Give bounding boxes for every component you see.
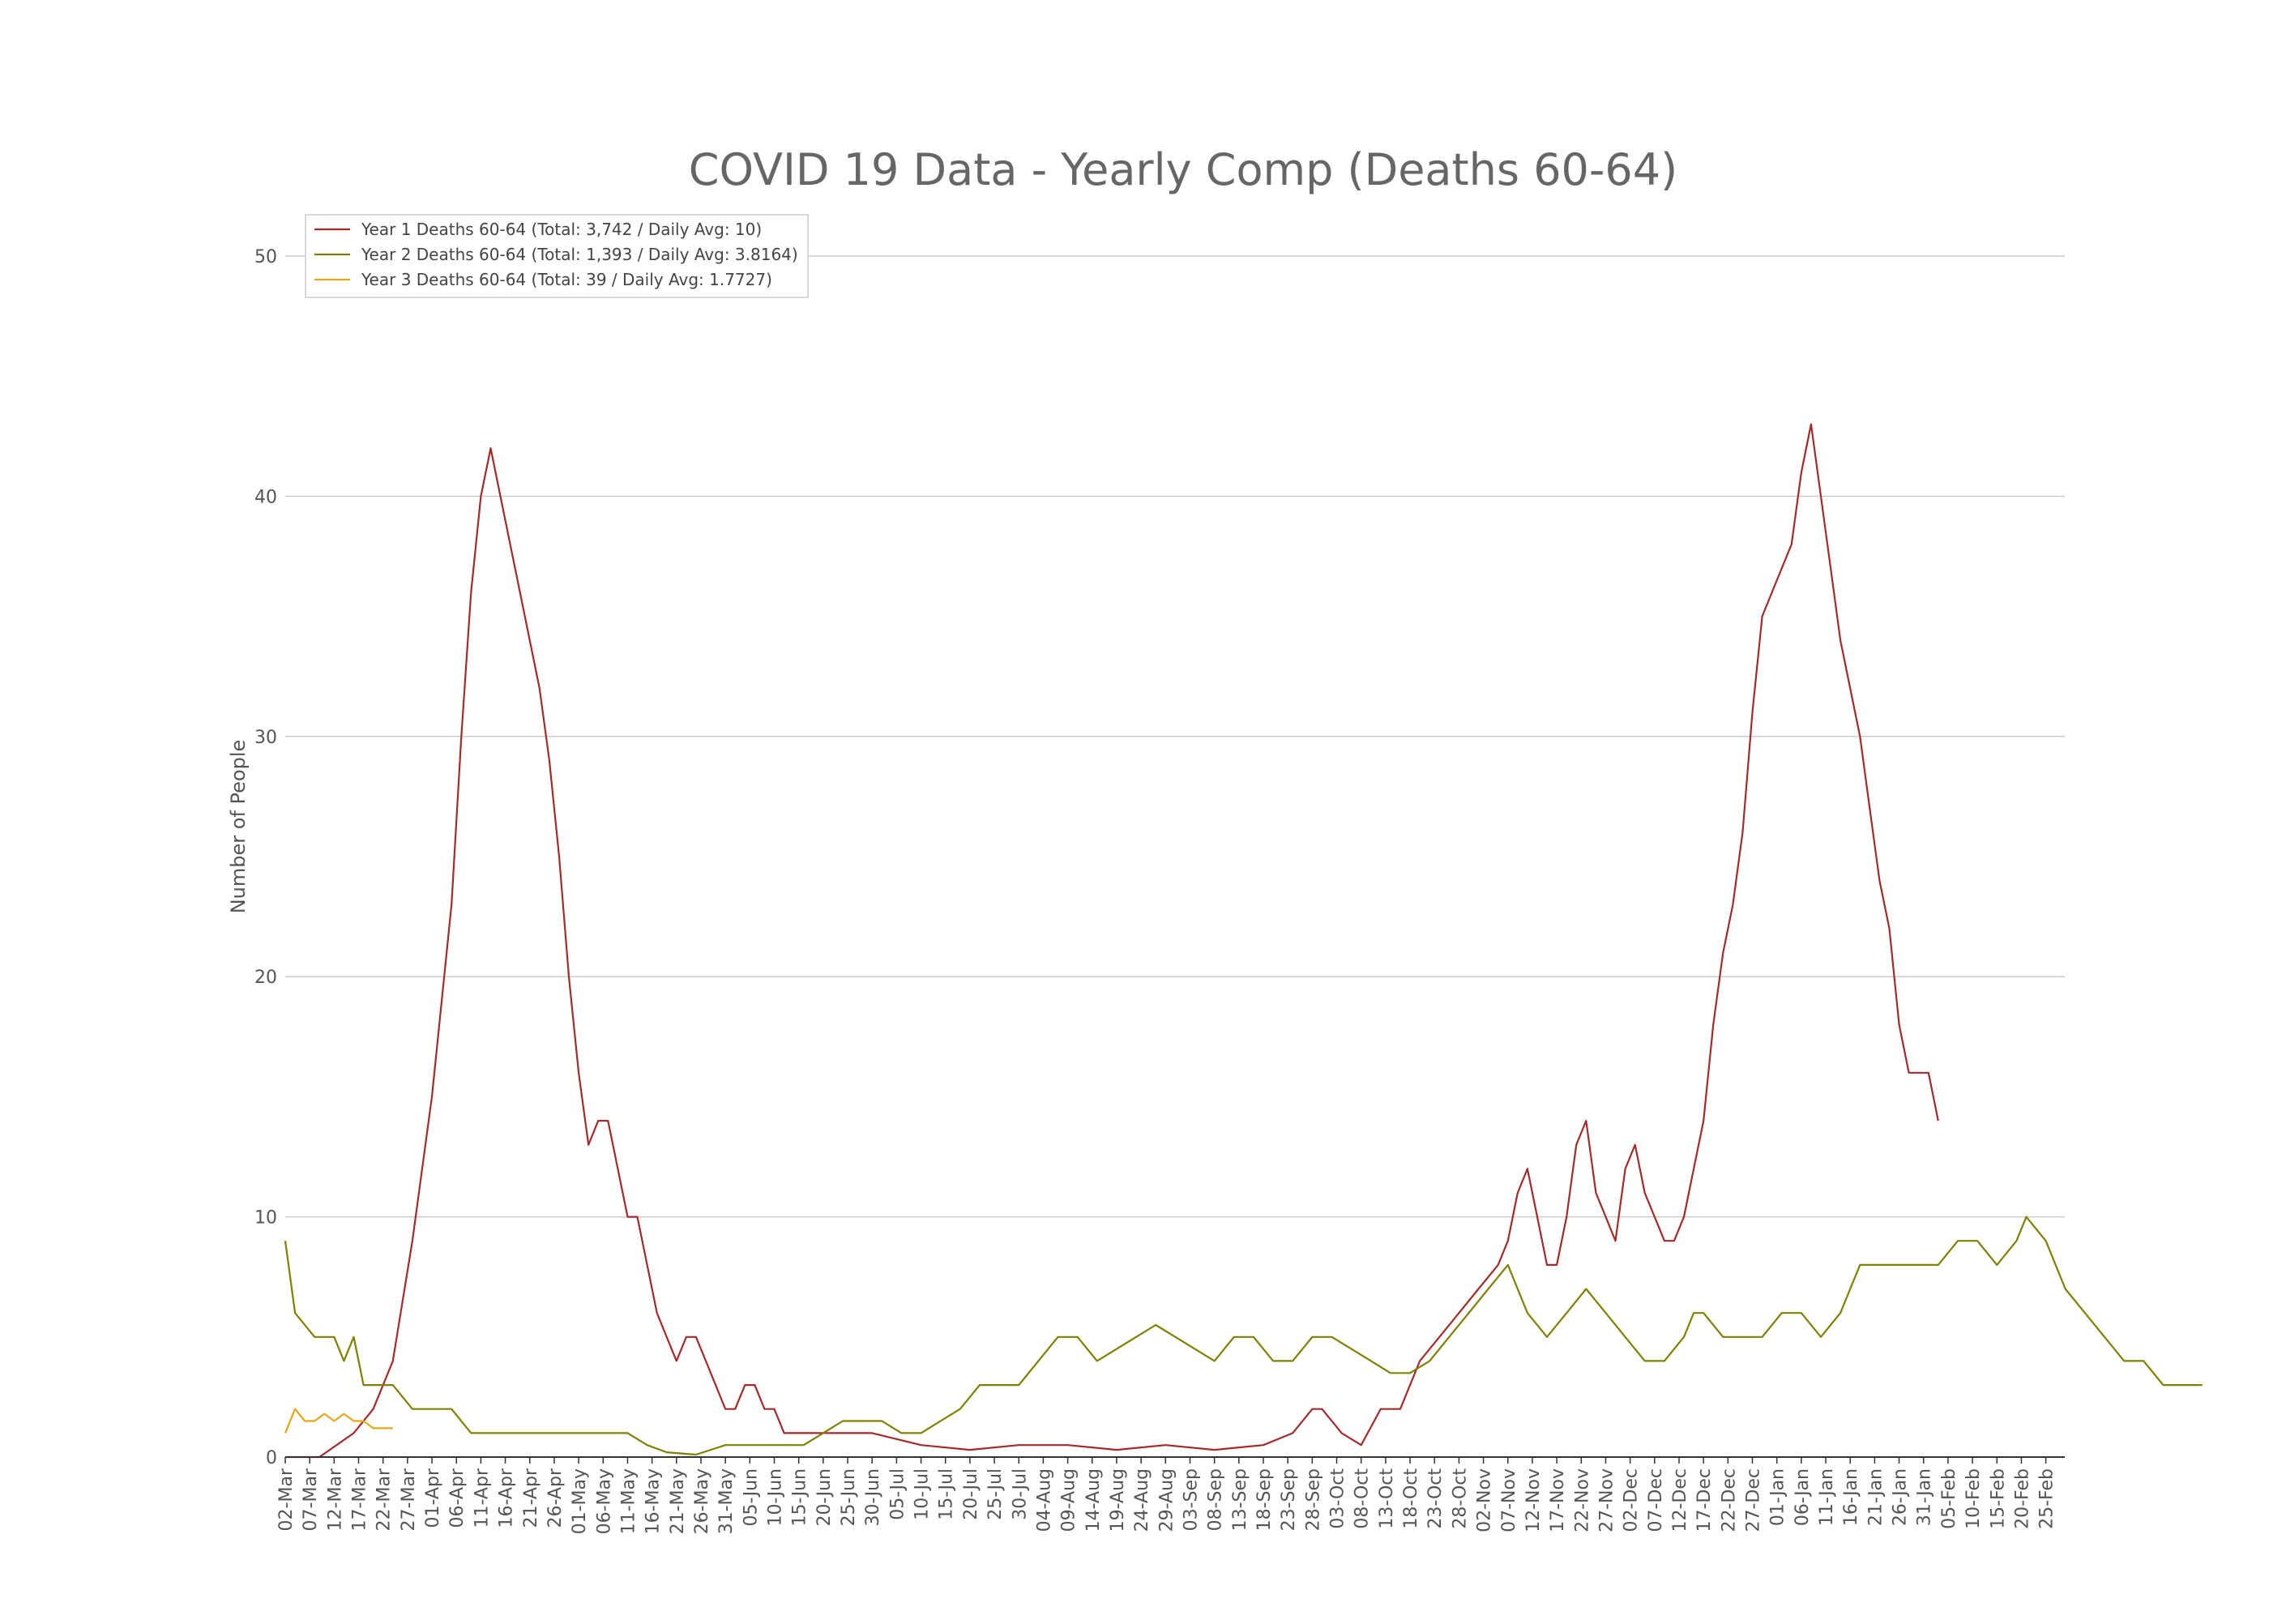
x-tick-label: 23-Sep xyxy=(1279,1468,1299,1531)
legend-entry: Year 3 Deaths 60-64 (Total: 39 / Daily A… xyxy=(361,270,772,289)
x-tick-label: 06-May xyxy=(594,1468,614,1534)
x-tick-label: 12-Dec xyxy=(1670,1468,1690,1532)
x-tick-label: 05-Feb xyxy=(1939,1468,1959,1529)
chart-title: COVID 19 Data - Yearly Comp (Deaths 60-6… xyxy=(689,144,1677,195)
legend: Year 1 Deaths 60-64 (Total: 3,742 / Dail… xyxy=(305,214,809,298)
x-tick-label: 01-May xyxy=(570,1468,590,1534)
x-tick-label: 05-Jun xyxy=(741,1468,761,1527)
x-tick-label: 27-Dec xyxy=(1744,1468,1764,1532)
x-tick-label: 21-Apr xyxy=(521,1468,541,1528)
legend-entry: Year 1 Deaths 60-64 (Total: 3,742 / Dail… xyxy=(361,220,762,239)
x-tick-label: 28-Oct xyxy=(1450,1468,1470,1529)
x-tick-label: 01-Jan xyxy=(1768,1468,1788,1526)
x-tick-label: 07-Nov xyxy=(1499,1468,1519,1532)
x-tick-label: 30-Jun xyxy=(863,1468,883,1527)
series-line-year-2 xyxy=(284,1216,2203,1456)
x-tick-label: 26-Jan xyxy=(1891,1468,1911,1526)
x-tick-label: 15-Jun xyxy=(790,1468,810,1527)
x-tick-label: 01-Apr xyxy=(423,1468,443,1528)
x-tick-label: 23-Oct xyxy=(1425,1468,1446,1529)
y-tick-label: 40 xyxy=(254,487,277,507)
x-tick-label: 30-Jul xyxy=(1010,1468,1030,1520)
x-tick-label: 31-May xyxy=(716,1468,737,1534)
x-tick-label: 06-Jan xyxy=(1793,1468,1813,1526)
x-tick-label: 02-Dec xyxy=(1622,1468,1642,1532)
x-tick-label: 29-Aug xyxy=(1156,1468,1177,1532)
x-tick-label: 05-Jul xyxy=(887,1468,908,1520)
x-tick-label: 19-Aug xyxy=(1108,1468,1128,1532)
x-tick-label: 10-Jun xyxy=(766,1468,786,1527)
legend-box xyxy=(305,214,809,298)
x-tick-label: 27-Nov xyxy=(1596,1468,1617,1532)
x-tick-label: 20-Feb xyxy=(2012,1468,2032,1529)
x-tick-label: 25-Jun xyxy=(839,1468,859,1527)
x-tick-label: 15-Jul xyxy=(937,1468,957,1520)
series-line-year-3 xyxy=(284,1408,393,1434)
x-tick-label: 10-Feb xyxy=(1963,1468,1984,1529)
x-tick-label: 11-Apr xyxy=(472,1468,492,1528)
x-tick-label: 31-Jan xyxy=(1915,1468,1935,1526)
x-tick-label: 26-Apr xyxy=(545,1468,566,1528)
x-tick-label: 20-Jul xyxy=(961,1468,981,1520)
x-tick-label: 18-Sep xyxy=(1254,1468,1275,1531)
x-axis-ticks: 02-Mar 07-Mar 12-Mar 17-Mar 22-Mar 27-Mar 01-A… xyxy=(276,1457,2057,1534)
y-tick-label: 20 xyxy=(254,968,277,988)
x-tick-label: 07-Dec xyxy=(1646,1468,1666,1532)
x-tick-label: 26-May xyxy=(692,1468,712,1534)
x-tick-label: 25-Feb xyxy=(2037,1468,2057,1529)
x-tick-label: 02-Nov xyxy=(1475,1468,1495,1532)
x-tick-label: 15-Feb xyxy=(1988,1468,2008,1529)
x-tick-label: 10-Jul xyxy=(912,1468,933,1520)
y-axis-ticks: 0 10 20 30 40 50 xyxy=(254,247,277,1468)
series-lines xyxy=(284,423,2203,1459)
x-tick-label: 09-Aug xyxy=(1059,1468,1079,1532)
x-tick-label: 18-Oct xyxy=(1401,1468,1421,1529)
x-tick-label: 21-May xyxy=(668,1468,688,1534)
x-tick-label: 11-Jan xyxy=(1817,1468,1837,1526)
x-tick-label: 06-Apr xyxy=(447,1468,468,1528)
x-tick-label: 16-Apr xyxy=(497,1468,517,1528)
x-tick-label: 08-Sep xyxy=(1206,1468,1226,1531)
x-tick-label: 14-Aug xyxy=(1083,1468,1104,1532)
x-tick-label: 13-Sep xyxy=(1230,1468,1250,1531)
x-tick-label: 03-Sep xyxy=(1181,1468,1201,1531)
x-tick-label: 16-May xyxy=(643,1468,664,1534)
grid-lines xyxy=(285,255,2065,1218)
y-tick-label: 10 xyxy=(254,1208,277,1229)
y-tick-label: 30 xyxy=(254,728,277,748)
x-tick-label: 22-Nov xyxy=(1572,1468,1592,1532)
x-tick-label: 08-Oct xyxy=(1352,1468,1373,1529)
x-tick-label: 07-Mar xyxy=(301,1468,321,1531)
legend-entry: Year 2 Deaths 60-64 (Total: 1,393 / Dail… xyxy=(361,245,798,264)
series-line-year-1 xyxy=(285,423,1939,1459)
x-tick-label: 16-Jan xyxy=(1841,1468,1861,1526)
x-tick-label: 04-Aug xyxy=(1034,1468,1054,1532)
x-tick-label: 24-Aug xyxy=(1132,1468,1152,1532)
x-tick-label: 28-Sep xyxy=(1303,1468,1323,1531)
x-tick-label: 22-Dec xyxy=(1719,1468,1739,1532)
x-tick-label: 11-May xyxy=(618,1468,639,1534)
x-tick-label: 17-Mar xyxy=(350,1468,370,1531)
x-tick-label: 25-Jul xyxy=(985,1468,1006,1520)
y-tick-label: 0 xyxy=(266,1448,277,1468)
y-axis-label: Number of People xyxy=(227,740,250,914)
x-tick-label: 21-Jan xyxy=(1865,1468,1886,1526)
x-tick-label: 12-Nov xyxy=(1523,1468,1544,1532)
x-tick-label: 13-Oct xyxy=(1377,1468,1397,1529)
x-tick-label: 12-Mar xyxy=(325,1468,345,1531)
x-tick-label: 17-Dec xyxy=(1694,1468,1715,1532)
x-tick-label: 27-Mar xyxy=(399,1468,419,1531)
x-tick-label: 22-Mar xyxy=(374,1468,395,1531)
x-tick-label: 20-Jun xyxy=(814,1468,835,1527)
x-tick-label: 02-Mar xyxy=(276,1468,297,1531)
y-tick-label: 50 xyxy=(254,247,277,267)
x-tick-label: 03-Oct xyxy=(1328,1468,1348,1529)
x-tick-label: 17-Nov xyxy=(1548,1468,1568,1532)
